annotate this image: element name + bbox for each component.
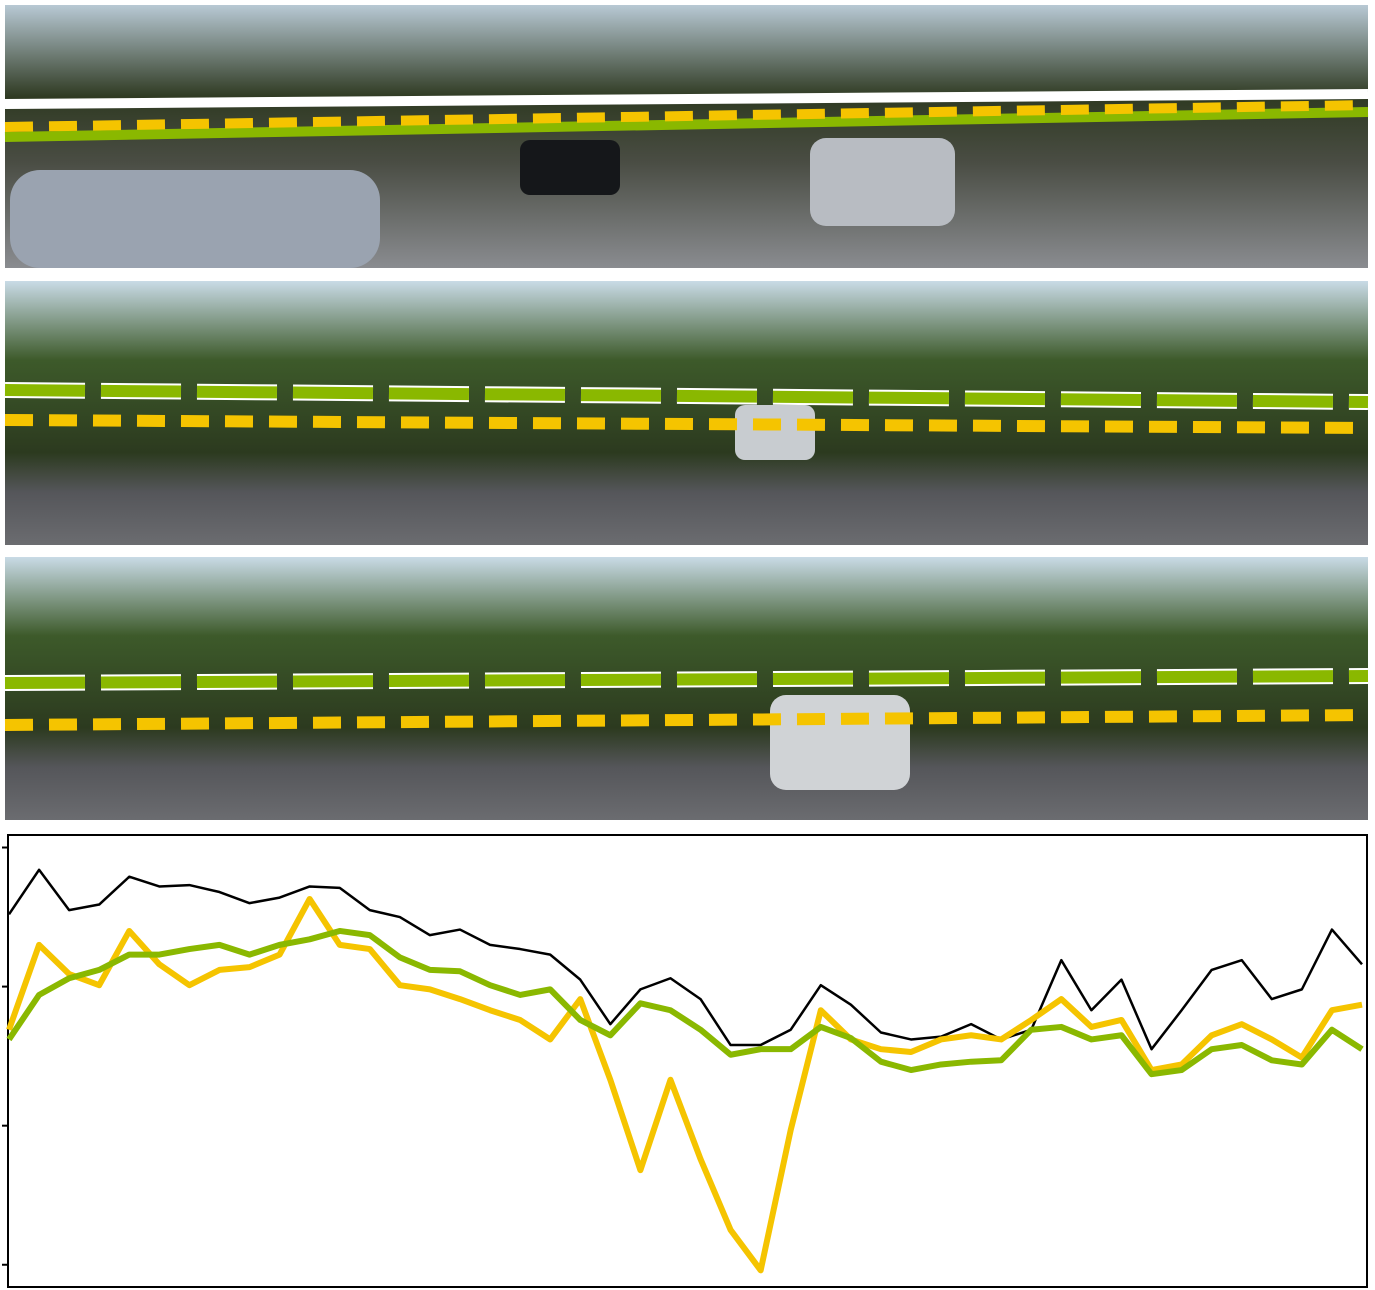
- car: [810, 138, 955, 226]
- horizon-line: [4, 100, 1369, 132]
- horizon-line: [4, 107, 1369, 142]
- car: [10, 170, 380, 268]
- photo-1: [4, 5, 1369, 268]
- photo: [5, 281, 1368, 545]
- horizon-line: [4, 384, 1369, 408]
- photo-2: [4, 281, 1369, 545]
- series-line: [7, 868, 1363, 1051]
- plot-frame: [7, 834, 1368, 1288]
- series-line: [6, 895, 1363, 1274]
- car: [520, 140, 620, 195]
- horizon-line: [4, 414, 1369, 434]
- horizon-line: [4, 89, 1369, 109]
- car: [735, 405, 815, 460]
- horizon-line: [4, 670, 1369, 689]
- series-line: [6, 927, 1364, 1078]
- photo-3: [4, 557, 1369, 820]
- car: [770, 695, 910, 790]
- horizon-line: [4, 709, 1369, 731]
